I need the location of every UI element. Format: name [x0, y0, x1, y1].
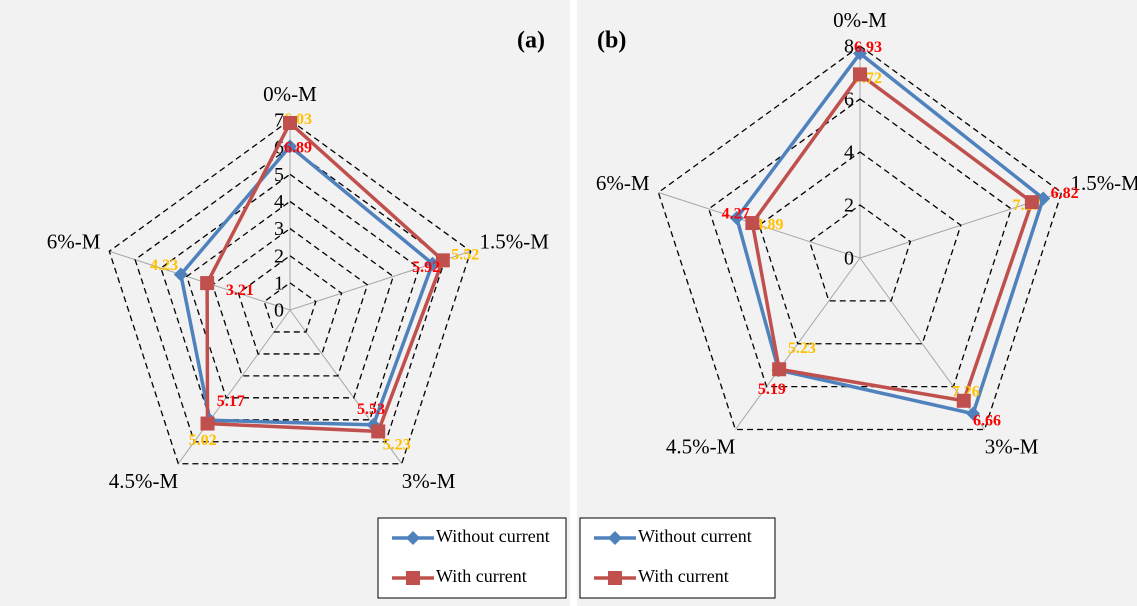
r-tick-label: 2: [274, 245, 284, 267]
value-label: 4.89: [755, 217, 783, 234]
marker-square: [435, 253, 450, 268]
value-label: 6.82: [1051, 185, 1079, 202]
marker-diamond: [1036, 191, 1051, 206]
legend-label: With current: [436, 566, 527, 586]
category-label: 4.5%-M: [109, 469, 179, 493]
grid-line: [237, 254, 343, 355]
spoke: [177, 309, 291, 465]
marker-square: [200, 416, 215, 431]
category-label: 1.5%-M: [480, 230, 550, 254]
value-label: 3.21: [226, 282, 254, 299]
marker-square: [1024, 195, 1039, 210]
r-tick-label: 0: [274, 300, 284, 322]
grid-line: [185, 200, 395, 399]
series-line: [750, 71, 1034, 403]
series-line: [734, 50, 1046, 416]
r-tick-label: 5: [274, 164, 284, 186]
r-tick-label: 4: [844, 142, 854, 164]
series-line: [205, 120, 445, 434]
value-label: 4.27: [722, 206, 750, 223]
marker-diamond: [729, 210, 744, 225]
r-tick-label: 0: [844, 248, 854, 270]
marker-square: [371, 424, 386, 439]
r-tick-label: 7: [274, 110, 284, 132]
marker-diamond: [406, 531, 420, 545]
category-label: 3%-M: [985, 435, 1039, 459]
value-label: 5.53: [357, 401, 385, 418]
value-label: 5.52: [451, 246, 479, 263]
marker-diamond: [173, 267, 188, 282]
marker-square: [772, 362, 787, 377]
category-label: 4.5%-M: [666, 435, 736, 459]
category-label: 1.5%-M: [1070, 171, 1137, 195]
r-tick-label: 6: [844, 89, 854, 111]
category-label: 6%-M: [596, 171, 650, 195]
series-line: [178, 143, 435, 427]
value-label: 5.92: [412, 259, 440, 276]
value-label: 5.19: [758, 381, 786, 398]
r-tick-label: 4: [274, 191, 284, 213]
grid-line: [758, 151, 962, 345]
grid-line: [108, 119, 472, 465]
grid-line: [657, 45, 1063, 431]
value-label: 4.23: [150, 257, 178, 274]
r-tick-label: 3: [274, 218, 284, 240]
category-label: 0%-M: [263, 82, 317, 106]
value-label: 6.93: [854, 39, 882, 56]
value-label: 6.66: [973, 412, 1001, 429]
panel-title: (b): [597, 28, 626, 54]
spoke: [109, 250, 291, 311]
marker-square: [608, 571, 622, 585]
marker-diamond: [966, 406, 981, 421]
grid-line: [808, 204, 912, 302]
value-label: 5.23: [383, 437, 411, 454]
r-tick-label: 8: [844, 36, 854, 58]
panel-title: (a): [517, 28, 545, 54]
grid-line: [160, 173, 420, 421]
value-label: 5.23: [788, 340, 816, 357]
marker-square: [853, 67, 867, 82]
marker-diamond: [283, 139, 297, 154]
marker-square: [406, 571, 420, 585]
marker-square: [745, 216, 760, 231]
legend-label: Without current: [638, 526, 752, 546]
marker-square: [200, 276, 215, 291]
grid-line: [263, 282, 317, 333]
panel-background: [0, 0, 570, 606]
value-label: 5.17: [217, 393, 245, 410]
marker-square: [283, 115, 297, 130]
value-label: 5.02: [189, 432, 217, 449]
marker-square: [956, 393, 971, 408]
category-label: 0%-M: [833, 8, 887, 32]
legend-label: Without current: [436, 526, 550, 546]
r-tick-label: 2: [844, 195, 854, 217]
marker-diamond: [853, 46, 867, 61]
r-tick-label: 1: [274, 272, 284, 294]
marker-diamond: [608, 531, 622, 545]
category-label: 3%-M: [402, 469, 456, 493]
grid-line: [708, 98, 1012, 388]
category-label: 6%-M: [47, 230, 101, 254]
legend-label: With current: [638, 566, 729, 586]
value-label: 6.89: [284, 140, 312, 157]
panel-background: [577, 0, 1137, 606]
